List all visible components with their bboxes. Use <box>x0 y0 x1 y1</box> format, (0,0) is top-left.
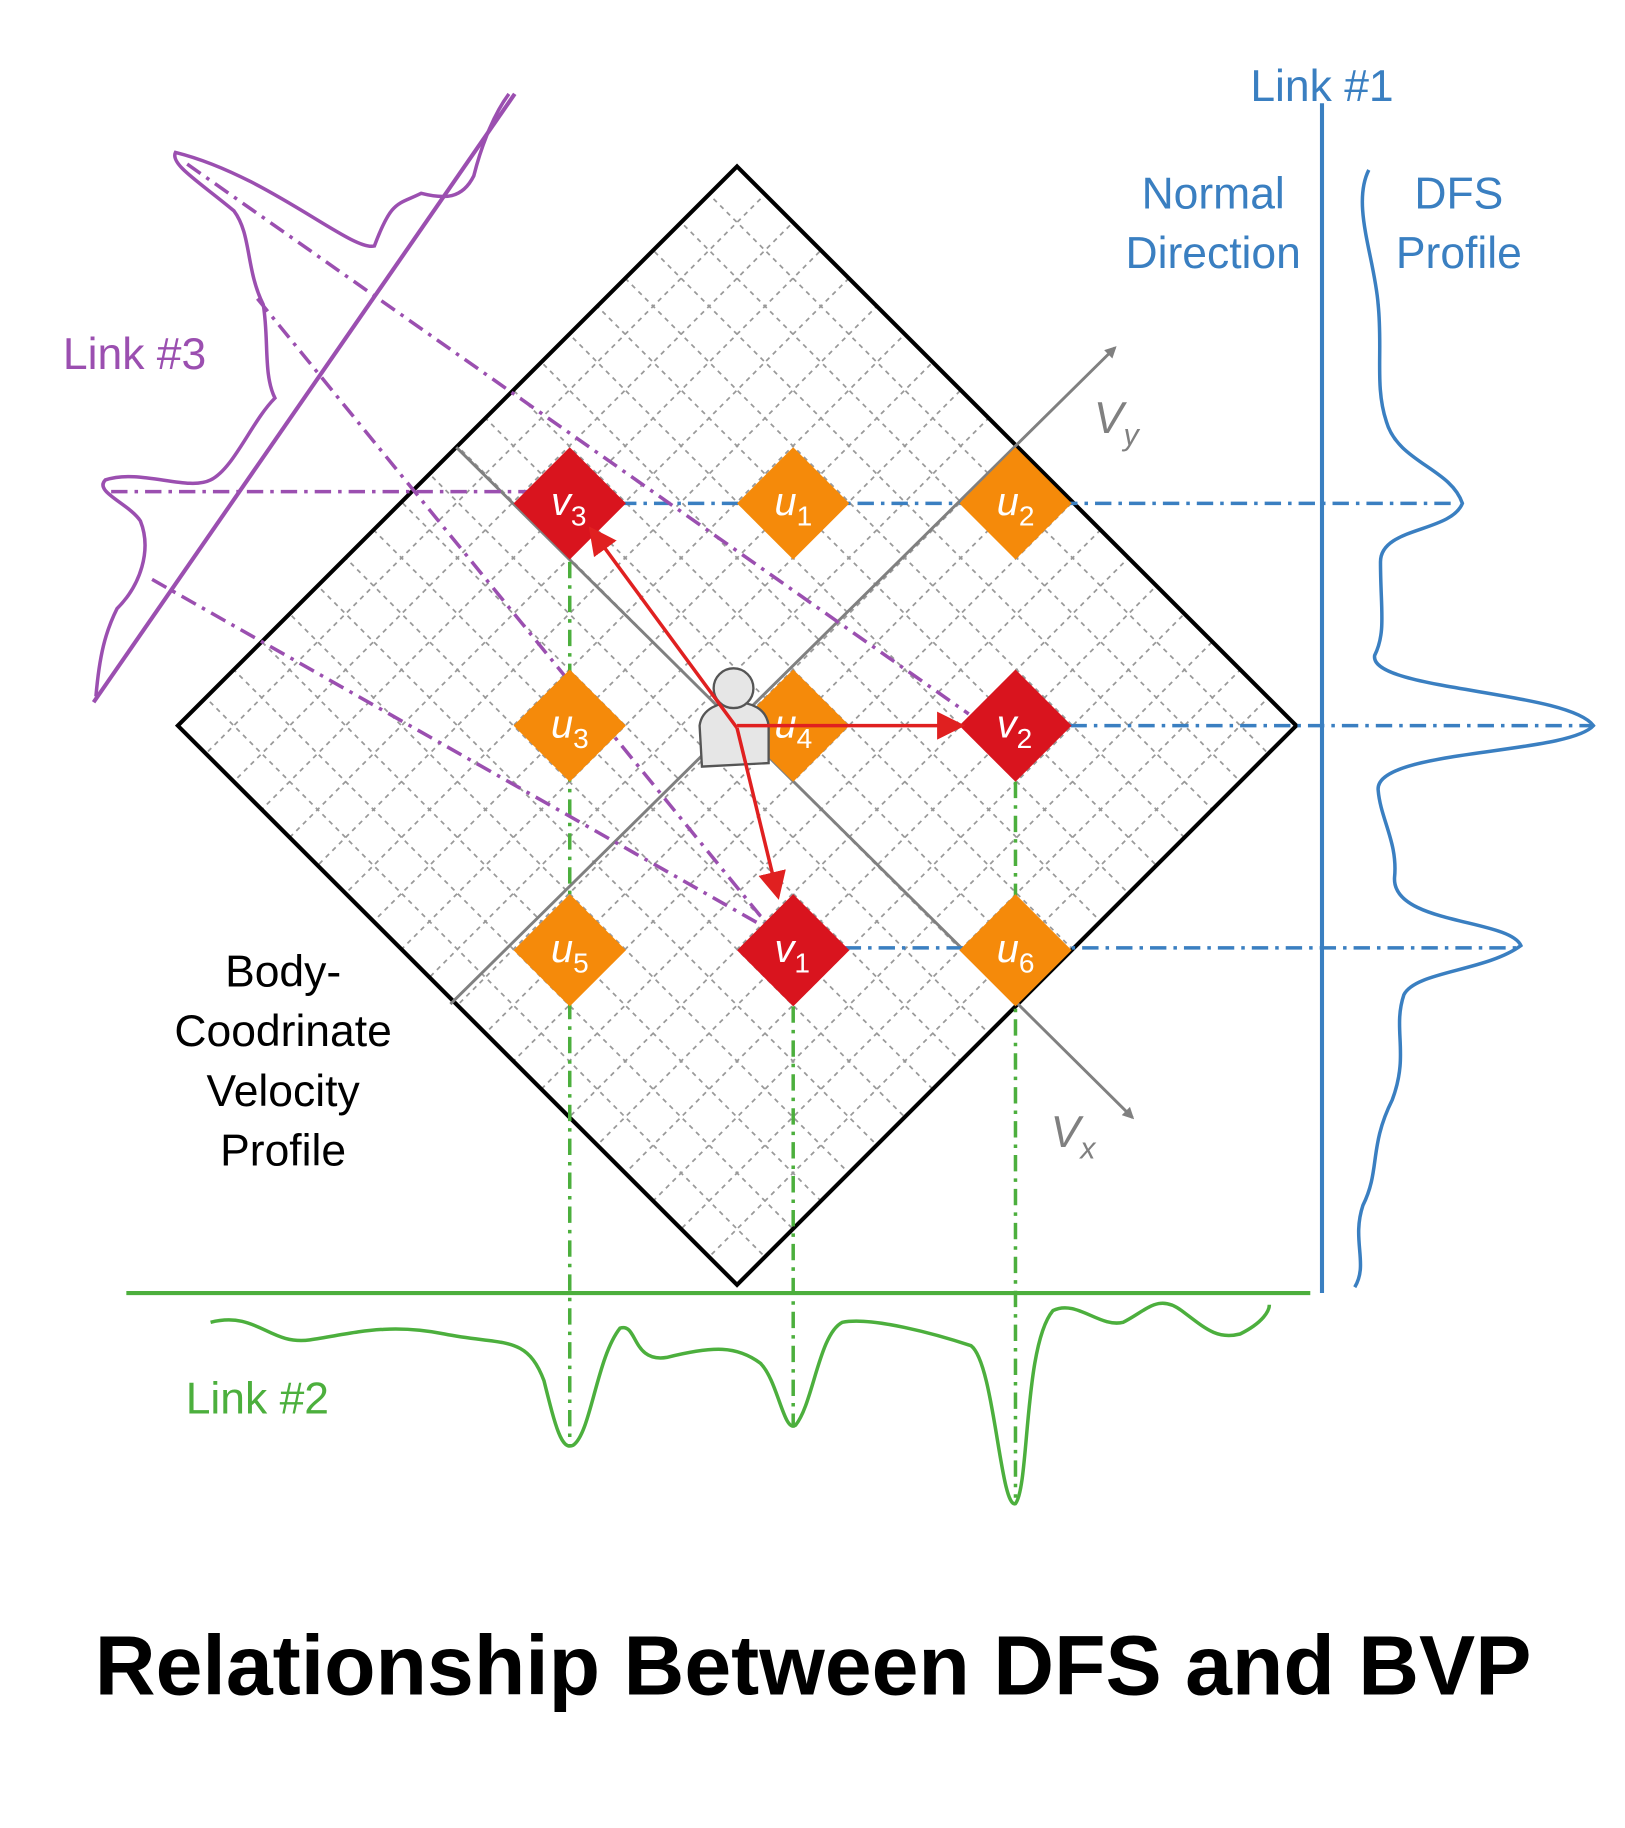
grid-line <box>177 166 1203 1285</box>
cell <box>959 447 1072 560</box>
cell-letter: u <box>997 927 1019 971</box>
vy-label: Vy <box>1094 394 1141 452</box>
cell-label: u3 <box>551 702 589 754</box>
cell-sub: 2 <box>1017 723 1033 754</box>
dfs-label: Profile <box>1396 229 1522 278</box>
vy-axis <box>449 346 1117 1006</box>
grid-line <box>458 166 1297 1285</box>
grid-line <box>177 166 1072 1285</box>
dfs-label: DFS <box>1414 170 1503 219</box>
cell-sub: 3 <box>571 501 587 532</box>
cell-sub: 4 <box>797 723 813 754</box>
cell-sub: 1 <box>797 501 813 532</box>
cell-label: v1 <box>774 927 810 979</box>
body-label: Profile <box>220 1127 346 1176</box>
cell-letter: u <box>997 480 1019 524</box>
cell <box>737 894 850 1007</box>
grid-line <box>514 166 1297 1285</box>
cell-label: u1 <box>774 480 812 532</box>
cell-label: u6 <box>997 927 1035 979</box>
cell-letter: v <box>551 480 573 524</box>
cell-label: v2 <box>997 702 1033 754</box>
velocity-arrows <box>588 526 966 900</box>
cell <box>513 669 626 782</box>
normal-label: Normal <box>1142 170 1285 219</box>
body-label: Velocity <box>207 1067 361 1116</box>
link3 <box>91 92 970 932</box>
cell-letter: u <box>551 702 573 746</box>
vx-axis <box>455 446 1135 1120</box>
cell-letter: v <box>997 702 1019 746</box>
grid-line <box>177 166 1016 1285</box>
grid-line <box>177 166 1184 1285</box>
cell-letter: u <box>774 480 796 524</box>
normal-label: Direction <box>1126 229 1301 278</box>
cell-sub: 2 <box>1019 501 1035 532</box>
grid-line <box>402 166 1297 1285</box>
cell-letter: v <box>774 927 796 971</box>
cell-sub: 1 <box>794 947 810 978</box>
person-icon <box>698 667 770 768</box>
vx-label: Vx <box>1051 1108 1098 1166</box>
link1-label: Link #1 <box>1250 62 1393 111</box>
title: Relationship Between DFS and BVP <box>95 1618 1532 1712</box>
cell-sub: 6 <box>1019 947 1035 978</box>
body-label: Body- <box>225 948 341 997</box>
grid-line <box>177 166 1128 1285</box>
link3-label: Link #3 <box>63 330 206 379</box>
nodes: v3u1u2u3u4v2u5v1u6 <box>513 447 1072 1007</box>
cell <box>959 669 1072 782</box>
cell-label: v3 <box>551 480 587 532</box>
cell-sub: 5 <box>573 947 589 978</box>
diamond <box>174 163 1300 1288</box>
cell-label: u2 <box>997 480 1035 532</box>
link2-label: Link #2 <box>186 1375 329 1424</box>
grid-line <box>177 166 960 1285</box>
body-label: Coodrinate <box>174 1007 391 1056</box>
cell <box>737 447 850 560</box>
cell <box>959 894 1072 1007</box>
cell <box>513 894 626 1007</box>
cell-sub: 3 <box>573 723 589 754</box>
cell-label: u5 <box>551 927 589 979</box>
cell-letter: u <box>551 927 573 971</box>
